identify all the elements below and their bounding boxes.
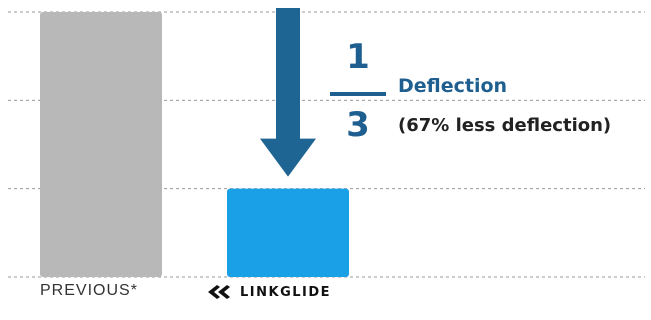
fraction-numerator: 1 <box>346 37 370 77</box>
fraction-bar <box>330 92 386 96</box>
bar-previous <box>40 12 162 277</box>
linkglide-logo: LINKGLIDE <box>206 282 331 302</box>
bars <box>40 12 349 277</box>
linkglide-logo-text: LINKGLIDE <box>240 284 332 300</box>
linkglide-logo-icon <box>208 285 230 299</box>
reduction-arrow <box>260 8 316 177</box>
fraction-denominator: 3 <box>346 105 370 145</box>
arrow-head <box>260 138 316 177</box>
category-label-previous: PREVIOUS* <box>40 282 138 299</box>
bar-linkglide <box>227 188 349 277</box>
arrow-shaft <box>276 8 300 140</box>
deflection-sublabel: (67% less deflection) <box>398 115 612 136</box>
deflection-label: Deflection <box>398 75 508 97</box>
